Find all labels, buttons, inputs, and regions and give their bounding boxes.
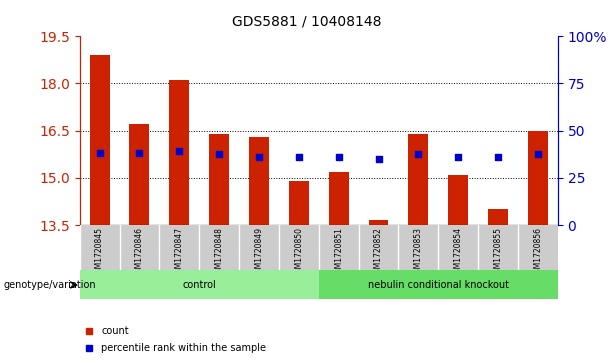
Text: GSM1720854: GSM1720854 bbox=[454, 227, 463, 278]
Bar bbox=[249, 137, 269, 225]
Point bbox=[134, 150, 145, 156]
Text: GSM1720850: GSM1720850 bbox=[294, 227, 303, 278]
Text: GSM1720849: GSM1720849 bbox=[254, 227, 264, 278]
Text: GSM1720856: GSM1720856 bbox=[533, 227, 543, 278]
Bar bbox=[289, 181, 309, 225]
Point bbox=[493, 155, 503, 160]
Point bbox=[373, 156, 384, 162]
Bar bbox=[89, 55, 110, 225]
Text: control: control bbox=[182, 280, 216, 290]
Bar bbox=[209, 134, 229, 225]
Bar bbox=[488, 209, 508, 225]
Bar bbox=[129, 125, 150, 225]
Bar bbox=[80, 270, 319, 299]
Point bbox=[454, 155, 463, 160]
Text: GSM1720853: GSM1720853 bbox=[414, 227, 423, 278]
Text: GSM1720852: GSM1720852 bbox=[374, 227, 383, 278]
Text: GSM1720845: GSM1720845 bbox=[95, 227, 104, 278]
Bar bbox=[368, 220, 389, 225]
Text: GSM1720851: GSM1720851 bbox=[334, 227, 343, 278]
Point bbox=[413, 151, 423, 157]
Text: GSM1720855: GSM1720855 bbox=[493, 227, 503, 278]
Text: GSM1720846: GSM1720846 bbox=[135, 227, 144, 278]
Bar bbox=[329, 172, 349, 225]
Text: GDS5881 / 10408148: GDS5881 / 10408148 bbox=[232, 15, 381, 29]
Point bbox=[175, 148, 185, 154]
Point bbox=[294, 155, 304, 160]
Text: GSM1720848: GSM1720848 bbox=[215, 227, 224, 278]
Text: genotype/variation: genotype/variation bbox=[3, 280, 96, 290]
Text: GSM1720847: GSM1720847 bbox=[175, 227, 184, 278]
Text: nebulin conditional knockout: nebulin conditional knockout bbox=[368, 280, 509, 290]
Text: percentile rank within the sample: percentile rank within the sample bbox=[101, 343, 266, 354]
Point bbox=[94, 150, 104, 156]
Point bbox=[333, 155, 343, 160]
Point bbox=[215, 151, 224, 157]
Bar bbox=[448, 175, 468, 225]
Bar bbox=[169, 80, 189, 225]
Bar bbox=[319, 270, 558, 299]
Point bbox=[254, 155, 264, 160]
Bar bbox=[408, 134, 428, 225]
Text: count: count bbox=[101, 326, 129, 336]
Bar bbox=[528, 131, 548, 225]
Point bbox=[533, 151, 543, 157]
